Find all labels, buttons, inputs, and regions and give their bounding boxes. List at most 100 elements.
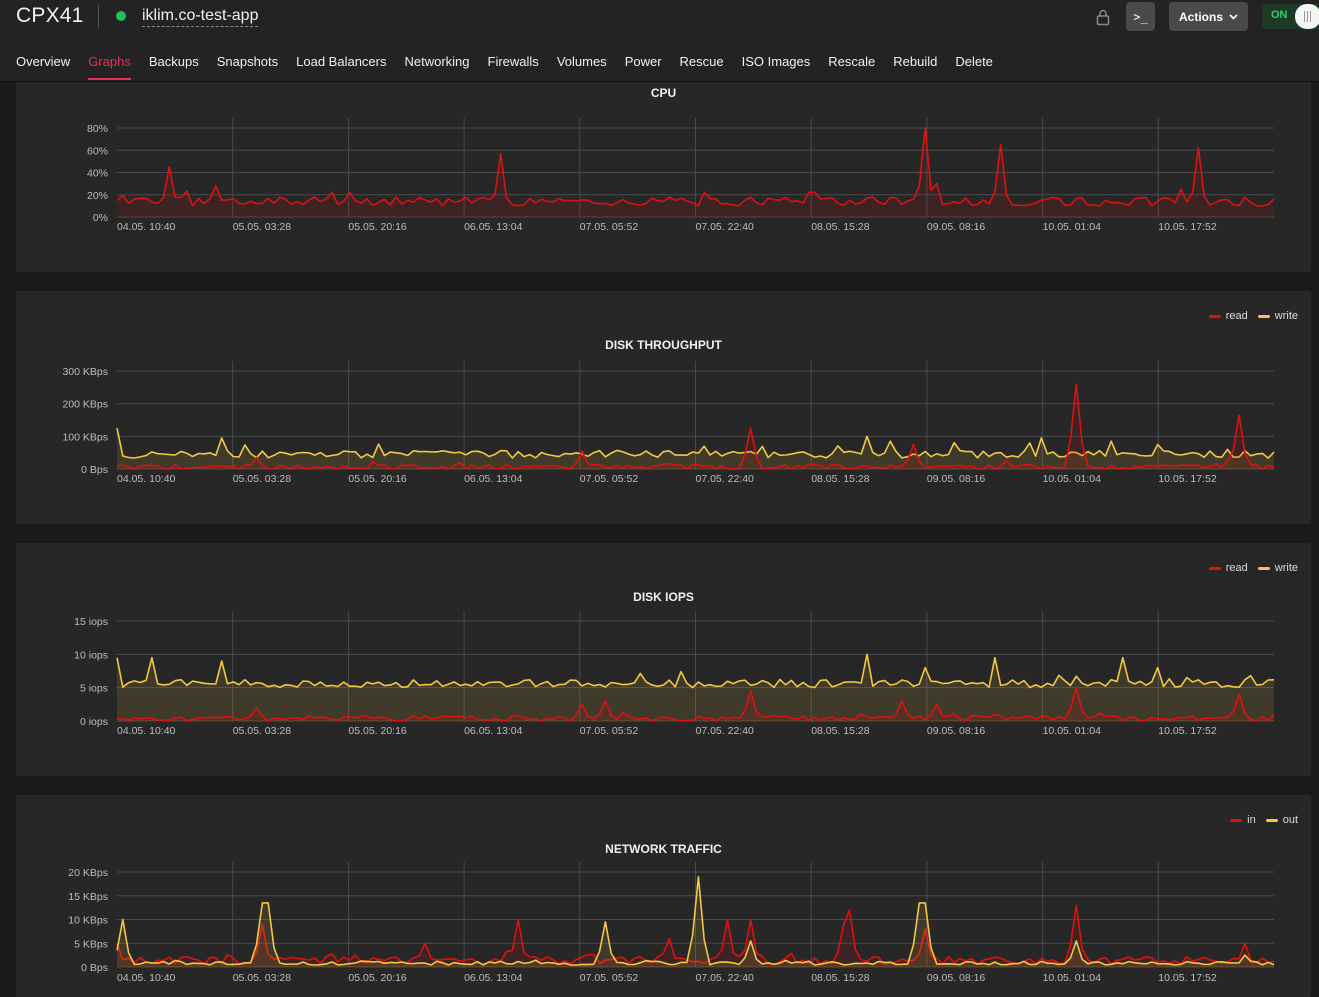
x-tick-label: 10.05. 17:52 xyxy=(1158,725,1217,737)
chart-title: DISK THROUGHPUT xyxy=(605,338,722,352)
tab-overview[interactable]: Overview xyxy=(16,54,71,69)
y-tick-label: 300 KBps xyxy=(62,366,108,378)
chart-legend: in out xyxy=(1230,814,1298,826)
series-line-read[interactable] xyxy=(116,383,1275,470)
x-tick-label: 07.05. 05:52 xyxy=(580,221,639,233)
console-button[interactable]: >_ xyxy=(1126,2,1155,31)
x-tick-label: 06.05. 13:04 xyxy=(464,473,523,485)
chart-title: NETWORK TRAFFIC xyxy=(605,842,722,856)
legend-item-out[interactable]: out xyxy=(1265,814,1298,826)
x-tick-label: 06.05. 13:04 xyxy=(464,221,523,233)
series-line-cpu[interactable] xyxy=(116,127,1275,207)
legend-label: out xyxy=(1282,814,1298,826)
tab-iso-images[interactable]: ISO Images xyxy=(741,54,811,69)
x-tick-label: 04.05. 10:40 xyxy=(117,221,176,233)
tab-networking[interactable]: Networking xyxy=(404,54,470,69)
chart-svg: 0 iops 5 iops 10 iops 15 iops 04.05. 10:40 05… xyxy=(74,611,1275,737)
series-line-in[interactable] xyxy=(116,904,1275,965)
x-tick-label: 05.05. 03:28 xyxy=(233,972,292,984)
x-tick-label: 05.05. 03:28 xyxy=(233,725,292,737)
tab-rescale[interactable]: Rescale xyxy=(828,54,876,69)
legend-swatch xyxy=(1208,314,1221,318)
actions-label: Actions xyxy=(1178,9,1223,24)
network-traffic-chart-panel: NETWORK TRAFFIC in out 0 Bps 5 KBps 10 KBps 15… xyxy=(16,795,1311,997)
legend-item-in[interactable]: in xyxy=(1230,814,1256,826)
tab-load-balancers[interactable]: Load Balancers xyxy=(296,54,387,69)
lock-icon[interactable] xyxy=(1094,8,1112,26)
y-tick-label: 15 KBps xyxy=(68,891,108,903)
series-area-in xyxy=(117,905,1274,967)
chart-svg: 0 Bps 100 KBps 200 KBps 300 KBps 04.05. 10:4… xyxy=(62,361,1275,485)
y-tick-label: 10 KBps xyxy=(68,915,108,927)
chart-legend: read write xyxy=(1208,310,1298,322)
tab-volumes[interactable]: Volumes xyxy=(556,54,607,69)
x-tick-label: 07.05. 05:52 xyxy=(580,725,639,737)
chart-title: CPU xyxy=(650,86,677,100)
x-tick-label: 07.05. 22:40 xyxy=(696,725,755,737)
series-line-out[interactable] xyxy=(116,876,1275,966)
x-tick-label: 09.05. 08:16 xyxy=(927,221,986,233)
legend-label: read xyxy=(1225,310,1248,322)
series-line-read[interactable] xyxy=(116,686,1275,722)
legend-label: write xyxy=(1274,310,1298,322)
y-tick-label: 10 iops xyxy=(74,649,108,661)
series-line-write[interactable] xyxy=(116,653,1275,689)
y-tick-label: 15 iops xyxy=(74,616,108,628)
series-area-write xyxy=(117,428,1274,469)
tab-rescue[interactable]: Rescue xyxy=(679,54,724,69)
chart-svg: 0% 20% 40% 60% 80% 04.05. 10:40 05.05. 03:28 05… xyxy=(87,118,1275,233)
x-tick-label: 06.05. 13:04 xyxy=(464,972,523,984)
legend-item-read[interactable]: read xyxy=(1208,562,1248,574)
x-tick-label: 08.05. 15:28 xyxy=(811,725,870,737)
series-area-write xyxy=(117,654,1274,721)
legend-swatch xyxy=(1230,818,1243,822)
power-knob xyxy=(1295,4,1319,29)
legend-swatch xyxy=(1208,566,1221,570)
tab-snapshots[interactable]: Snapshots xyxy=(216,54,279,69)
x-tick-label: 10.05. 01:04 xyxy=(1043,473,1102,485)
y-tick-label: 0% xyxy=(93,212,108,224)
tab-backups[interactable]: Backups xyxy=(148,54,199,69)
x-tick-label: 09.05. 08:16 xyxy=(927,725,986,737)
tab-rebuild[interactable]: Rebuild xyxy=(893,54,938,69)
y-tick-label: 5 iops xyxy=(80,683,108,695)
x-tick-label: 08.05. 15:28 xyxy=(811,473,870,485)
tab-power[interactable]: Power xyxy=(624,54,662,69)
legend-swatch xyxy=(1257,314,1270,318)
series-line-write[interactable] xyxy=(116,428,1275,459)
x-tick-label: 07.05. 22:40 xyxy=(696,473,755,485)
y-tick-label: 0 iops xyxy=(80,716,108,728)
chart-title: DISK IOPS xyxy=(633,590,694,604)
x-tick-label: 04.05. 10:40 xyxy=(117,972,176,984)
status-dot xyxy=(116,11,126,21)
power-toggle[interactable]: ON xyxy=(1262,4,1319,29)
legend-item-write[interactable]: write xyxy=(1257,562,1298,574)
y-tick-label: 40% xyxy=(87,168,108,180)
cpu-chart-panel: CPU 0% 20% 40% 60% 80% 04.05. 10:40 05.05. 03:2… xyxy=(16,82,1311,272)
y-tick-label: 200 KBps xyxy=(62,399,108,411)
actions-button[interactable]: Actions xyxy=(1169,2,1248,31)
x-tick-label: 10.05. 17:52 xyxy=(1158,221,1217,233)
x-tick-label: 07.05. 22:40 xyxy=(696,221,755,233)
x-tick-label: 08.05. 15:28 xyxy=(811,221,870,233)
server-hostname[interactable]: iklim.co-test-app xyxy=(142,7,259,27)
x-tick-label: 05.05. 20:16 xyxy=(348,725,407,737)
legend-item-write[interactable]: write xyxy=(1257,310,1298,322)
series-area-cpu xyxy=(117,128,1274,217)
y-tick-label: 80% xyxy=(87,123,108,135)
x-tick-label: 10.05. 01:04 xyxy=(1043,972,1102,984)
tab-graphs[interactable]: Graphs xyxy=(88,53,131,81)
legend-item-read[interactable]: read xyxy=(1208,310,1248,322)
x-tick-label: 08.05. 15:28 xyxy=(811,972,870,984)
legend-swatch xyxy=(1265,818,1278,822)
tab-delete[interactable]: Delete xyxy=(955,54,993,69)
x-tick-label: 10.05. 01:04 xyxy=(1043,725,1102,737)
tab-firewalls[interactable]: Firewalls xyxy=(487,54,539,69)
x-tick-label: 07.05. 05:52 xyxy=(580,972,639,984)
series-area-out xyxy=(117,876,1274,967)
x-tick-label: 07.05. 22:40 xyxy=(696,972,755,984)
x-tick-label: 09.05. 08:16 xyxy=(927,473,986,485)
disk-throughput-chart-panel: DISK THROUGHPUT read write 0 Bps 100 KBps 200… xyxy=(16,291,1311,524)
legend-label: read xyxy=(1225,562,1248,574)
server-type: CPX41 xyxy=(16,4,84,27)
